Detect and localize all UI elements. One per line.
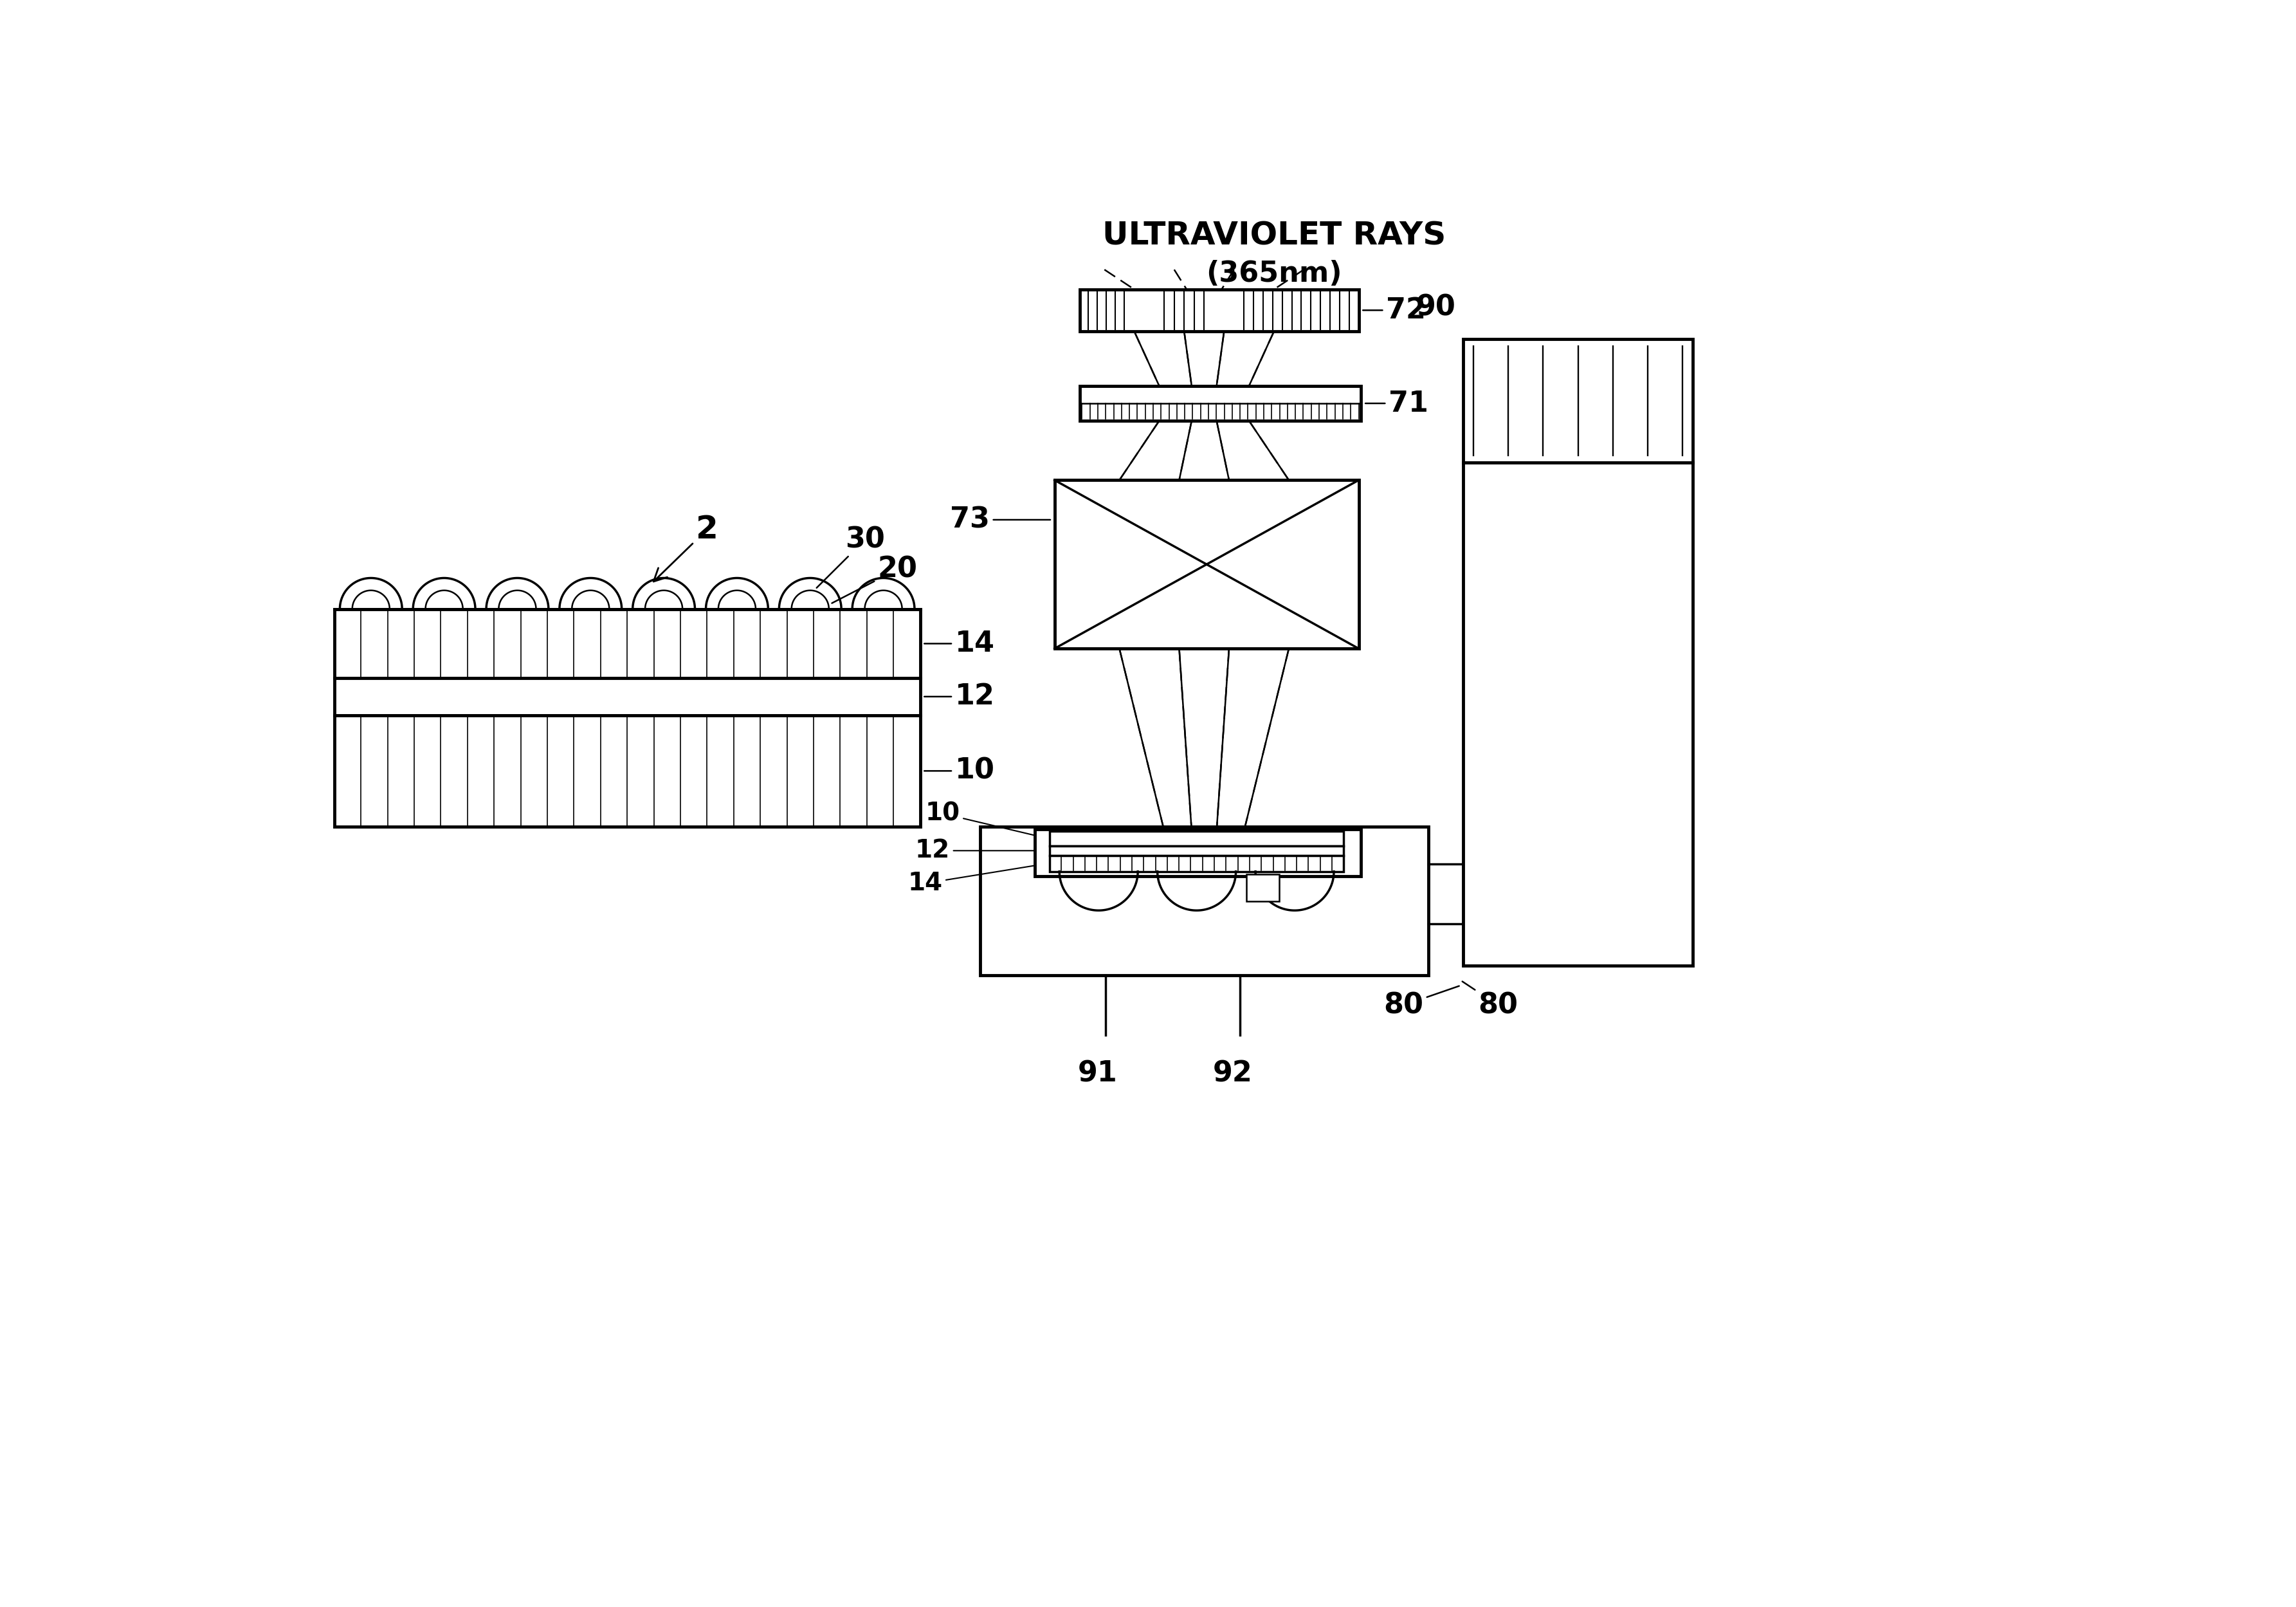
Text: 92: 92 (1212, 1059, 1251, 1088)
Text: 20: 20 (831, 556, 918, 603)
Text: (365nm): (365nm) (1205, 260, 1341, 288)
Bar (1054, 480, 1359, 649)
Bar (980, 828, 1428, 975)
Text: 2: 2 (654, 514, 719, 582)
Bar (1049, 845, 1343, 855)
Text: 30: 30 (817, 525, 884, 588)
Bar (1035, 829, 1362, 876)
Bar (1079, 289, 1359, 331)
Text: 91: 91 (1079, 1059, 1118, 1088)
Text: ULTRAVIOLET RAYS: ULTRAVIOLET RAYS (1102, 220, 1446, 251)
Text: 12: 12 (925, 683, 994, 710)
Text: 80: 80 (1463, 982, 1518, 1019)
Text: 90: 90 (1417, 294, 1456, 321)
Text: 72: 72 (1364, 296, 1426, 325)
Bar (335, 715, 921, 828)
Bar (1463, 463, 1692, 966)
Bar (1247, 874, 1279, 902)
Bar (1463, 339, 1692, 463)
Text: 10: 10 (925, 802, 1045, 837)
Text: 14: 14 (925, 630, 994, 657)
Bar (1049, 855, 1343, 871)
Bar (335, 609, 921, 678)
Bar (1079, 386, 1362, 421)
Text: 71: 71 (1366, 389, 1428, 418)
Text: 14: 14 (907, 865, 1045, 895)
Bar (1049, 831, 1343, 845)
Bar (335, 678, 921, 715)
Text: 80: 80 (1384, 987, 1460, 1019)
Text: 10: 10 (925, 757, 994, 784)
Text: 73: 73 (951, 506, 1049, 534)
Text: 12: 12 (916, 839, 1045, 863)
